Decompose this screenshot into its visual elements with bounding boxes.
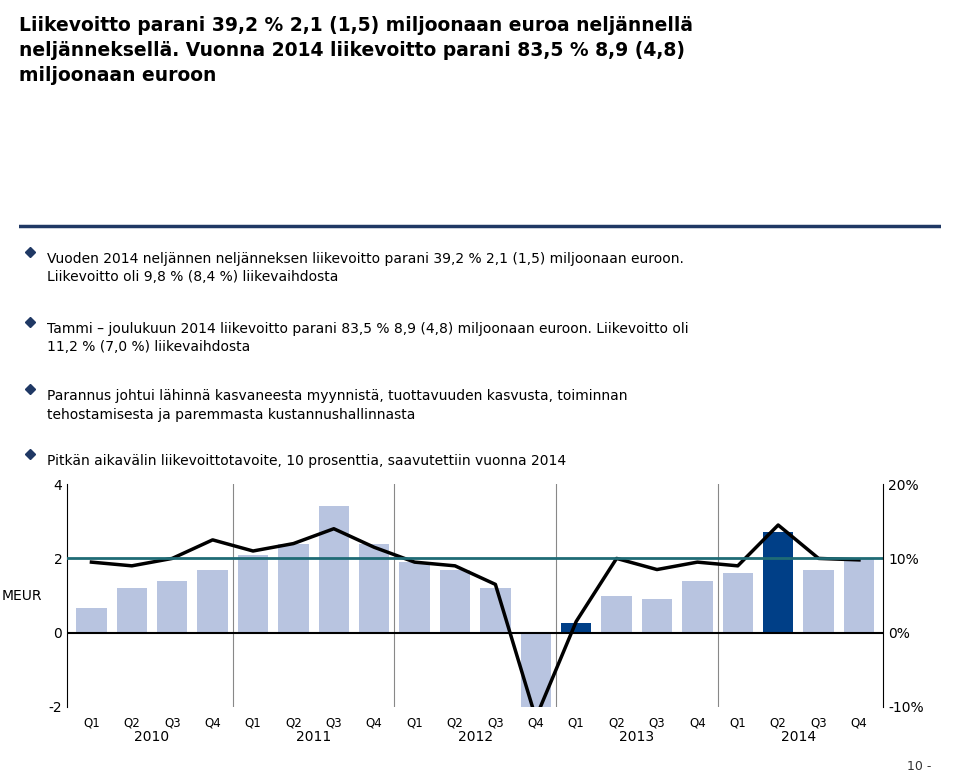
Bar: [198, 569, 228, 633]
Bar: [723, 573, 753, 633]
Text: Tammi – joulukuun 2014 liikevoitto parani 83,5 % 8,9 (4,8) miljoonaan euroon. Li: Tammi – joulukuun 2014 liikevoitto paran…: [47, 322, 688, 354]
Bar: [76, 608, 107, 633]
Bar: [844, 558, 875, 633]
Bar: [480, 588, 511, 633]
Bar: [359, 544, 390, 633]
Bar: [117, 588, 147, 633]
Text: 2010: 2010: [134, 729, 170, 744]
Bar: [561, 623, 591, 633]
Bar: [763, 533, 793, 633]
Text: 2011: 2011: [296, 729, 331, 744]
Text: 10 -: 10 -: [907, 760, 931, 773]
Text: Liikevoitto parani 39,2 % 2,1 (1,5) miljoonaan euroa neljännellä
neljänneksellä.: Liikevoitto parani 39,2 % 2,1 (1,5) milj…: [19, 16, 693, 84]
Bar: [642, 599, 672, 633]
Bar: [601, 595, 632, 633]
Legend: Liikevoitto, MEUR, Liikevoitto-%, Liikevoittotavoite, %: Liikevoitto, MEUR, Liikevoitto-%, Liikev…: [74, 776, 585, 781]
Bar: [440, 569, 470, 633]
Bar: [238, 555, 268, 633]
Text: 2012: 2012: [458, 729, 492, 744]
Text: 2014: 2014: [780, 729, 816, 744]
Bar: [683, 581, 712, 633]
Text: MEUR: MEUR: [2, 589, 42, 602]
Bar: [278, 544, 308, 633]
Bar: [399, 562, 430, 633]
Text: 2013: 2013: [619, 729, 655, 744]
Text: Pitkän aikavälin liikevoittotavoite, 10 prosenttia, saavutettiin vuonna 2014: Pitkän aikavälin liikevoittotavoite, 10 …: [47, 455, 566, 469]
Bar: [319, 507, 349, 633]
Bar: [520, 633, 551, 714]
Bar: [804, 569, 833, 633]
Bar: [157, 581, 187, 633]
Text: Parannus johtui lähinnä kasvaneesta myynnistä, tuottavuuden kasvusta, toiminnan
: Parannus johtui lähinnä kasvaneesta myyn…: [47, 389, 627, 422]
Text: Vuoden 2014 neljännen neljänneksen liikevoitto parani 39,2 % 2,1 (1,5) miljoonaa: Vuoden 2014 neljännen neljänneksen liike…: [47, 251, 684, 284]
